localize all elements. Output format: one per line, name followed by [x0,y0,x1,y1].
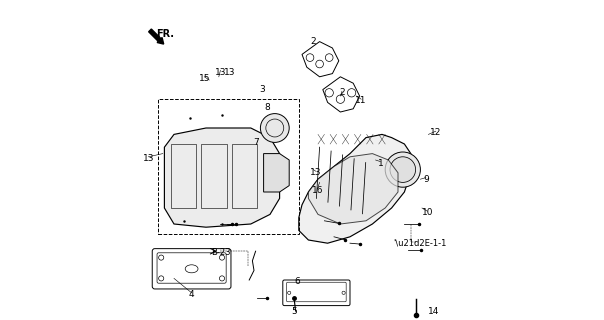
Polygon shape [263,154,289,192]
Circle shape [306,54,314,61]
Text: FR.: FR. [156,28,174,39]
Circle shape [385,152,420,187]
Text: 5: 5 [291,308,297,316]
Circle shape [336,95,344,103]
Text: 10: 10 [422,208,433,217]
Bar [171,144,196,208]
Circle shape [326,54,333,61]
Polygon shape [299,134,411,243]
Circle shape [316,60,323,68]
Text: '\u21d2E-1-1: '\u21d2E-1-1 [393,239,446,248]
Bar [201,144,226,208]
Circle shape [390,157,416,182]
Text: 4: 4 [189,290,194,299]
Circle shape [260,114,289,142]
Text: 14: 14 [428,308,439,316]
Text: 3: 3 [259,85,265,94]
Text: 13: 13 [143,154,154,163]
Polygon shape [309,154,398,224]
Text: 8: 8 [264,103,269,112]
Text: 11: 11 [355,96,367,105]
Text: 2: 2 [310,37,316,46]
FancyArrow shape [149,29,164,44]
Text: 15: 15 [199,74,210,83]
Text: B-23: B-23 [211,248,230,257]
Text: 6: 6 [294,277,300,286]
Text: 2: 2 [339,88,345,97]
Text: 1: 1 [378,159,384,168]
Text: 16: 16 [312,186,323,195]
Bar [231,144,257,208]
Text: 12: 12 [430,128,442,137]
Text: 13: 13 [224,68,236,76]
Circle shape [325,89,333,97]
Text: 7: 7 [252,138,259,147]
Text: 13: 13 [310,168,321,177]
Text: 9: 9 [423,175,429,184]
Bar [158,99,299,234]
Text: 13: 13 [214,68,226,76]
Circle shape [347,89,356,97]
Polygon shape [164,128,280,227]
